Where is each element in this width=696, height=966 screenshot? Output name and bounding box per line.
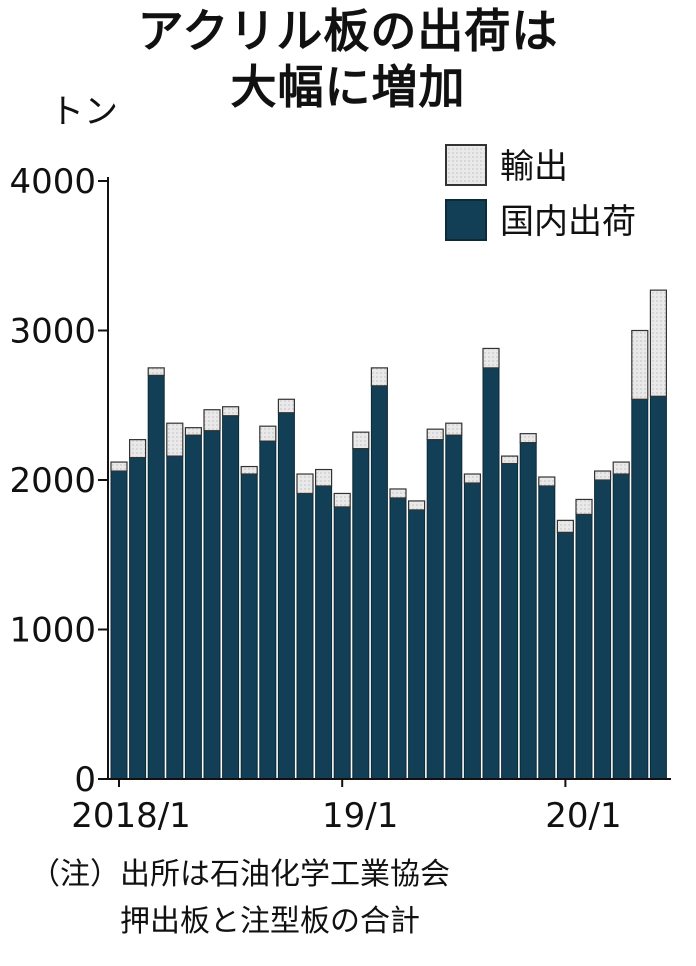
bar-domestic-13 [352, 448, 370, 780]
bar-export-4 [184, 427, 202, 436]
bar-export-27 [612, 461, 630, 475]
bar-domestic-3 [166, 455, 184, 780]
bar-export-24 [556, 519, 575, 533]
bar-domestic-17 [426, 439, 444, 780]
bar-export-12 [333, 492, 351, 508]
bar-export-2 [147, 367, 165, 376]
bar-export-19 [463, 473, 481, 484]
bar-domestic-21 [501, 463, 519, 780]
bar-export-11 [315, 468, 333, 487]
bar-domestic-6 [222, 415, 240, 780]
y-tick-label-2000: 2000 [9, 461, 96, 501]
bar-domestic-10 [296, 492, 314, 780]
bar-export-7 [240, 465, 258, 475]
bar-export-16 [408, 500, 426, 511]
chart-title-line-2: 大幅に増加 [230, 60, 466, 114]
source-note: （注）出所は石油化学工業協会 [30, 857, 450, 892]
bar-domestic-25 [575, 513, 593, 780]
bar-export-25 [575, 498, 593, 515]
y-tick-label-0: 0 [74, 760, 96, 800]
bar-export-13 [352, 431, 370, 450]
bar-domestic-16 [408, 509, 426, 780]
bar-domestic-26 [594, 479, 612, 780]
bar-export-26 [593, 470, 612, 481]
source-note-detail: 押出板と注型板の合計 [120, 904, 420, 939]
x-tick-label-0: 2018/1 [71, 796, 191, 836]
bar-domestic-27 [612, 473, 630, 780]
bar-domestic-2 [147, 374, 165, 780]
x-tick-label-12: 19/1 [322, 796, 398, 836]
bar-export-9 [277, 398, 295, 414]
bar-domestic-19 [463, 482, 481, 780]
bar-domestic-23 [538, 485, 556, 780]
legend-swatch-export [445, 144, 487, 186]
bar-export-18 [445, 422, 463, 436]
bar-domestic-29 [649, 395, 667, 780]
bar-export-20 [482, 347, 500, 369]
bar-export-1 [129, 439, 147, 459]
y-axis-unit: トン [50, 92, 118, 132]
bar-export-6 [222, 406, 240, 417]
bar-export-21 [501, 455, 519, 465]
bar-domestic-22 [519, 442, 537, 780]
bar-domestic-11 [315, 485, 333, 780]
bar-domestic-15 [389, 497, 407, 780]
y-tick-label-1000: 1000 [9, 611, 96, 651]
bar-export-29 [649, 289, 668, 397]
bar-domestic-28 [631, 398, 649, 780]
bar-domestic-18 [445, 434, 463, 780]
bar-domestic-0 [110, 470, 128, 780]
bar-domestic-12 [333, 506, 351, 780]
bar-export-5 [203, 409, 221, 432]
legend-label-domestic: 国内出荷 [500, 202, 636, 242]
bar-domestic-1 [129, 457, 147, 780]
bar-domestic-14 [370, 385, 388, 780]
bar-export-17 [426, 428, 444, 441]
bar-export-10 [296, 473, 314, 495]
bar-export-8 [259, 425, 277, 442]
bar-export-28 [631, 329, 649, 400]
legend-swatch-domestic [445, 199, 487, 241]
bar-domestic-5 [203, 430, 221, 780]
bar-domestic-7 [240, 473, 258, 780]
legend-label-export: 輸出 [500, 147, 568, 187]
bar-export-22 [519, 433, 537, 444]
bar-export-15 [389, 488, 407, 499]
bar-domestic-4 [184, 434, 202, 780]
x-tick-label-24: 20/1 [545, 796, 621, 836]
y-tick-label-4000: 4000 [9, 162, 96, 202]
bar-domestic-20 [482, 367, 500, 780]
bar-domestic-24 [556, 531, 574, 780]
bar-export-14 [370, 367, 388, 387]
y-tick-label-3000: 3000 [9, 312, 96, 352]
chart-title-line-1: アクリル板の出荷は [137, 4, 559, 58]
bar-export-0 [110, 461, 128, 472]
bar-domestic-8 [259, 440, 277, 780]
bar-export-23 [538, 476, 556, 487]
bar-domestic-9 [277, 412, 295, 780]
bar-export-3 [166, 422, 184, 457]
